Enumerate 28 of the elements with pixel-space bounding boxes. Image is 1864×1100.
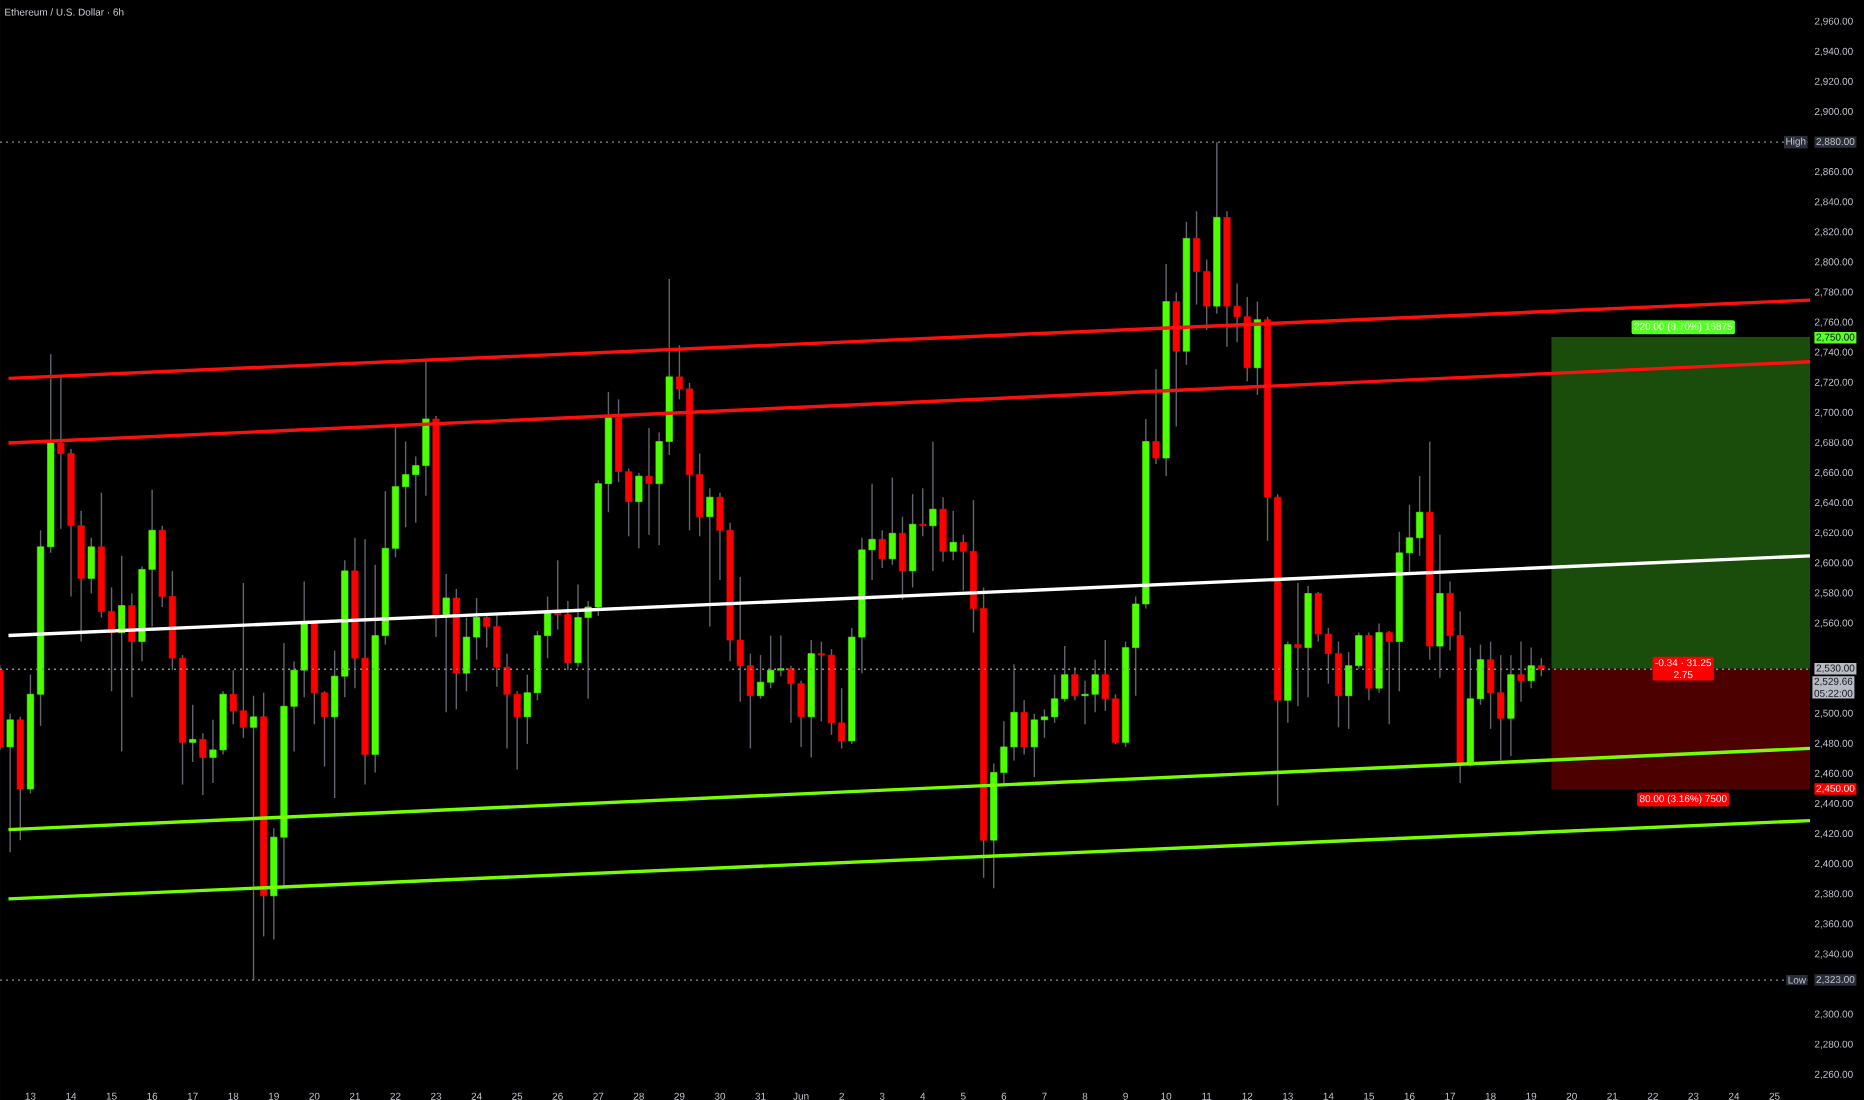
candlestick — [1385, 630, 1393, 726]
candlestick — [189, 704, 197, 763]
candlestick — [442, 573, 450, 713]
candlestick — [118, 555, 126, 753]
candlestick — [919, 487, 927, 537]
candlestick — [87, 537, 95, 595]
candlestick — [1507, 654, 1515, 757]
candlestick — [1537, 657, 1545, 677]
candlestick — [1294, 582, 1302, 707]
candlestick — [1020, 699, 1028, 756]
candlestick — [706, 487, 714, 628]
candlestick — [1152, 368, 1160, 465]
candlestick — [1527, 646, 1535, 689]
candlestick — [645, 427, 653, 536]
candlestick — [939, 496, 947, 563]
candlestick — [1071, 666, 1079, 701]
candlestick — [929, 440, 937, 572]
candlestick — [199, 732, 207, 796]
candlestick — [909, 493, 917, 589]
candlestick — [635, 472, 643, 550]
candlestick — [898, 516, 907, 601]
candlestick — [949, 510, 957, 562]
candlestick — [878, 529, 886, 569]
candlestick — [1517, 640, 1525, 703]
candlestick — [6, 713, 14, 853]
candlestick — [249, 695, 258, 981]
candlestick — [888, 476, 896, 566]
candlestick — [128, 592, 136, 698]
